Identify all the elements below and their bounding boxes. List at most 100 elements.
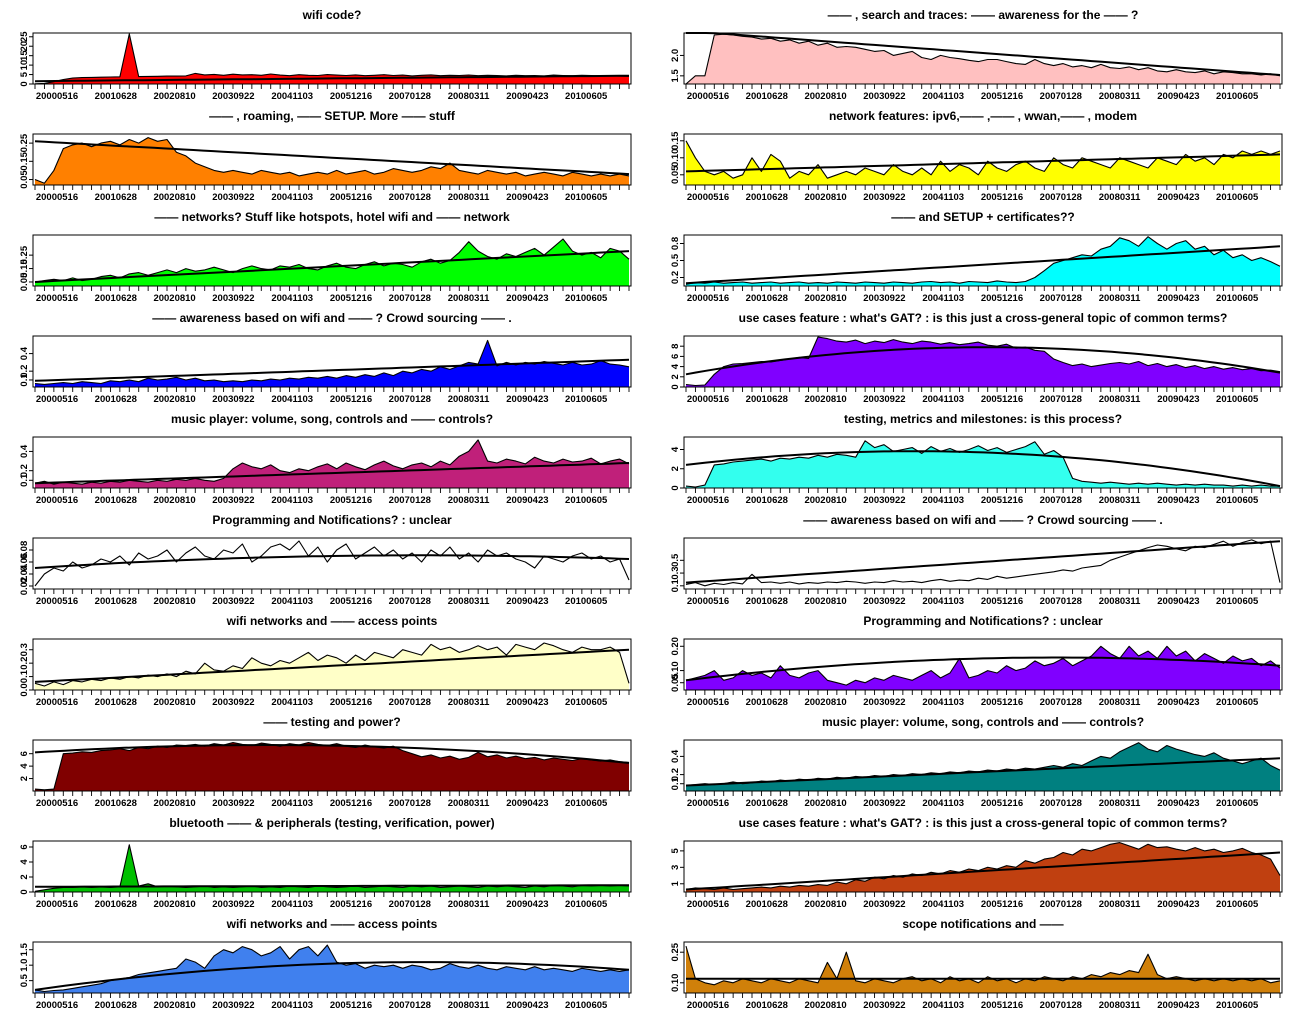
series-area [35,945,629,993]
plot-frame [32,941,632,994]
series-area [686,742,1280,791]
series-line [34,944,630,993]
x-tick-label: 20100605 [1216,293,1259,304]
chart-svg: —— testing and power? 2 4 6 20000516 20010628… [19,715,632,809]
x-tick-label: 20080311 [1099,192,1141,203]
y-tick-label: 15 [19,50,30,61]
x-tick-label: 20041103 [922,495,964,506]
x-tick-label: 20000516 [687,899,729,910]
y-tick-label: 6 [670,354,681,359]
chart-title: network features: ipv6,—— ,—— , wwan,—— … [829,109,1137,123]
x-tick-label: 20090423 [506,192,548,203]
chart-title: —— , roaming, —— SETUP. More —— stuff [209,109,456,123]
chart-svg: wifi networks and —— access points 0.00.1… [19,614,632,708]
x-tick-label: 20070128 [1040,596,1082,607]
y-tick-label: 3 [670,865,681,870]
x-tick-label: 20090423 [1157,596,1199,607]
x-tick-label: 20000516 [687,91,729,102]
x-tick-label: 20020810 [804,293,846,304]
x-tick-label: 20020810 [153,697,195,708]
x-tick-label: 20090423 [506,697,548,708]
x-tick-label: 20070128 [389,798,431,809]
chart-panel: use cases feature : what's GAT? : is thi… [651,303,1302,405]
trend-line [685,851,1281,891]
y-tick-label: 0.08 [19,541,30,560]
x-tick-label: 20020810 [804,192,846,203]
x-tick-label: 20051216 [330,394,372,405]
x-tick-label: 20020810 [804,495,846,506]
x-tick-label: 20051216 [981,697,1023,708]
x-tick-label: 20041103 [271,899,313,910]
series-area [35,239,629,286]
y-tick-label: 0.05 [670,165,681,184]
x-tick-label: 20010628 [746,91,788,102]
y-tick-label: 0 [19,889,30,894]
x-tick-label: 20000516 [687,798,729,809]
y-tick-label: 0.1 [670,578,681,592]
y-tick-label: 0.25 [670,942,681,961]
chart-panel: —— awareness based on wifi and —— ? Crow… [651,505,1302,607]
trend-line [34,462,630,485]
y-tick-label: 0.05 [19,170,30,189]
x-tick-label: 20070128 [389,293,431,304]
x-tick-label: 20020810 [153,394,195,405]
y-tick-label: 0.15 [19,259,30,278]
x-tick-label: 20070128 [1040,697,1082,708]
x-tick-label: 20010628 [95,293,137,304]
y-tick-label: 0.3 [670,566,681,579]
series-area [686,842,1280,892]
series-line [685,140,1281,179]
trend-line [685,450,1281,488]
chart-svg: testing, metrics and milestones: is this… [670,412,1283,506]
x-tick-label: 20100605 [1216,394,1259,405]
y-tick-label: 0 [670,485,681,490]
x-tick-label: 20090423 [506,394,548,405]
x-tick-label: 20100605 [1216,899,1259,910]
x-tick-label: 20030922 [863,697,905,708]
y-tick-label: 0.10 [670,661,681,680]
x-tick-label: 20090423 [1157,697,1199,708]
chart-svg: —— networks? Stuff like hotspots, hotel … [19,210,632,304]
x-tick-label: 20051216 [981,293,1023,304]
x-tick-label: 20041103 [271,394,313,405]
x-tick-label: 20051216 [330,798,372,809]
x-tick-label: 20051216 [981,192,1023,203]
y-tick-label: 4 [670,363,681,369]
x-tick-label: 20090423 [506,293,548,304]
x-tick-label: 20010628 [95,596,137,607]
y-tick-label: 4 [670,446,681,452]
x-tick-label: 20020810 [804,394,846,405]
trend-line [34,140,630,176]
y-tick-label: 0.2 [19,365,30,378]
x-tick-label: 20010628 [95,899,137,910]
trend-line [685,757,1281,787]
x-tick-label: 20070128 [1040,1000,1082,1011]
x-tick-label: 20090423 [1157,394,1199,405]
x-tick-label: 20010628 [746,192,788,203]
x-tick-label: 20010628 [746,495,788,506]
x-tick-label: 20070128 [1040,798,1082,809]
x-tick-label: 20051216 [330,495,372,506]
x-tick-label: 20000516 [36,899,78,910]
y-tick-label: 0 [19,81,30,86]
x-tick-label: 20020810 [804,899,846,910]
x-tick-label: 20030922 [863,1000,905,1011]
y-tick-label: 2 [670,374,681,379]
y-tick-label: 20 [19,41,30,52]
x-tick-label: 20080311 [448,697,490,708]
x-tick-label: 20100605 [1216,596,1259,607]
x-tick-label: 20030922 [212,91,254,102]
plot-frame [683,739,1283,792]
x-tick-label: 20020810 [804,697,846,708]
y-tick-label: 1.5 [19,942,30,956]
x-tick-label: 20090423 [1157,293,1199,304]
x-tick-label: 20010628 [746,293,788,304]
x-tick-label: 20010628 [746,697,788,708]
x-tick-label: 20070128 [389,91,431,102]
x-tick-label: 20080311 [448,192,490,203]
chart-svg: music player: volume, song, controls and… [670,715,1283,809]
y-tick-label: 0.2 [19,657,30,670]
x-tick-label: 20070128 [1040,192,1082,203]
chart-svg: wifi networks and —— access points 0.51.0… [19,917,632,1011]
